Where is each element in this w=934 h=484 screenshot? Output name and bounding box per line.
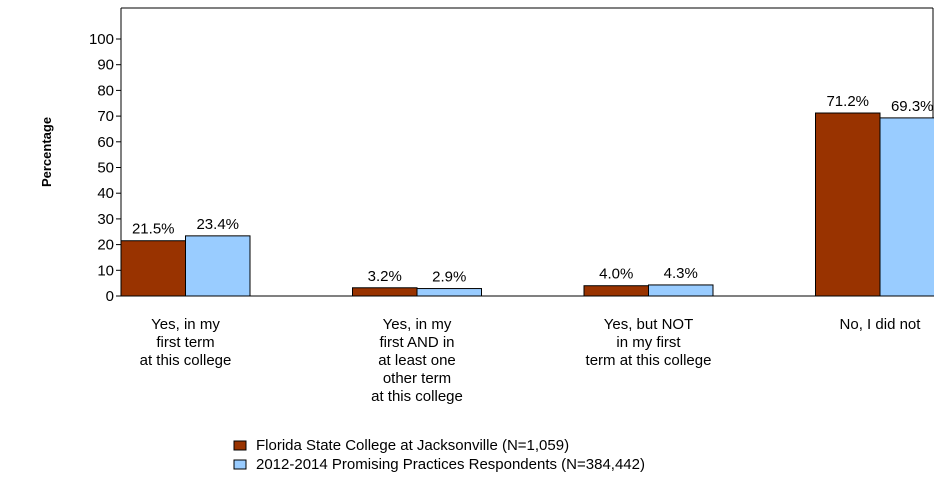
category-label-line: first term (156, 334, 214, 351)
y-tick-label-100: 100 (89, 31, 114, 48)
bar-s1-c1 (120, 240, 186, 297)
legend: Florida State College at Jacksonville (N… (233, 437, 645, 473)
category-label-line: other term (383, 370, 451, 387)
data-label-s1-c3: 4.0% (599, 266, 633, 283)
category-label-line: in my first (616, 334, 681, 351)
data-label-s2-c3: 4.3% (664, 265, 698, 282)
bar-s1-c2 (352, 287, 418, 297)
data-label-s1-c4: 71.2% (826, 93, 869, 110)
legend-swatch-1 (233, 440, 247, 451)
category-label-line: No, I did not (840, 316, 922, 333)
plot-area: 0 10 20 30 40 50 60 70 80 90 100 21.5% 23.4% Yes, in … (89, 7, 934, 405)
data-label-s2-c2: 2.9% (432, 269, 466, 286)
category-label-line: at least one (378, 352, 456, 369)
bar-s2-c2 (416, 288, 482, 297)
category-label-4: No, I did not (840, 316, 922, 333)
legend-label-1: Florida State College at Jacksonville (N… (256, 437, 569, 454)
bar-s2-c4 (879, 117, 934, 297)
y-tick-label-20: 20 (97, 237, 114, 254)
y-tick-label-70: 70 (97, 108, 114, 125)
bar-s1-c3 (583, 285, 649, 297)
bar-s1-c4 (815, 112, 881, 297)
category-label-line: at this college (371, 388, 463, 405)
data-label-s2-c4: 69.3% (891, 98, 934, 115)
y-tick-label-80: 80 (97, 82, 114, 99)
category-label-3: Yes, but NOT in my first term at this coll… (586, 316, 712, 369)
data-label-s1-c1: 21.5% (132, 221, 175, 238)
y-tick-label-10: 10 (97, 262, 114, 279)
legend-swatch-2 (233, 459, 247, 470)
y-tick-label-30: 30 (97, 211, 114, 228)
data-label-s1-c2: 3.2% (368, 268, 402, 285)
y-tick-label-60: 60 (97, 134, 114, 151)
y-tick-label-0: 0 (106, 288, 114, 305)
category-label-1: Yes, in my first term at this college (140, 316, 232, 369)
bar-s2-c1 (185, 235, 251, 297)
y-tick-label-90: 90 (97, 57, 114, 74)
y-tick-label-50: 50 (97, 160, 114, 177)
category-label-line: first AND in (379, 334, 454, 351)
data-label-s2-c1: 23.4% (196, 216, 239, 233)
legend-label-2: 2012-2014 Promising Practices Respondent… (256, 456, 645, 473)
y-tick-label-40: 40 (97, 185, 114, 202)
category-label-line: at this college (140, 352, 232, 369)
category-label-line: term at this college (586, 352, 712, 369)
category-label-2: Yes, in my first AND in at least one other … (371, 316, 463, 405)
category-label-line: Yes, but NOT (604, 316, 694, 333)
category-label-line: Yes, in my (383, 316, 452, 333)
bar-s2-c3 (648, 284, 714, 297)
category-label-line: Yes, in my (151, 316, 220, 333)
y-axis-title: Percentage (39, 117, 54, 187)
